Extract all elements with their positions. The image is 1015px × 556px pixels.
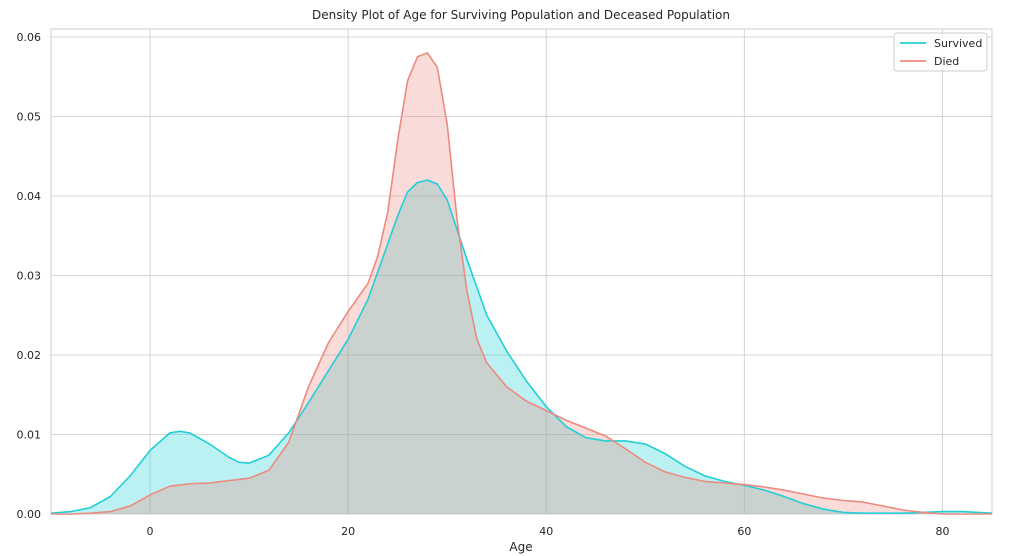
- legend-label-survived: Survived: [934, 37, 982, 50]
- x-tick-label: 60: [737, 525, 751, 538]
- x-tick-label: 40: [539, 525, 553, 538]
- x-axis-ticks: 0 20 40 60 80: [147, 525, 950, 538]
- y-tick-label: 0.06: [17, 31, 42, 44]
- line-survived: [50, 179, 993, 515]
- y-tick-label: 0.02: [17, 349, 42, 362]
- y-tick-label: 0.05: [17, 110, 42, 123]
- legend: Survived Died: [893, 32, 988, 72]
- chart-title: Density Plot of Age for Surviving Popula…: [312, 8, 730, 22]
- y-tick-label: 0.01: [17, 428, 42, 441]
- x-tick-label: 20: [341, 525, 355, 538]
- area-survived: [51, 180, 992, 514]
- y-tick-label: 0.00: [17, 508, 42, 521]
- legend-label-died: Died: [934, 55, 959, 68]
- y-tick-label: 0.03: [17, 269, 42, 282]
- area-died: [51, 52, 992, 515]
- y-axis-ticks: 0.00 0.01 0.02 0.03 0.04 0.05 0.06: [17, 31, 42, 521]
- x-tick-label: 0: [147, 525, 154, 538]
- x-tick-label: 80: [935, 525, 949, 538]
- grid-lines: [51, 29, 992, 515]
- density-areas: [50, 52, 993, 515]
- y-tick-label: 0.04: [17, 190, 42, 203]
- plot-area: [50, 28, 993, 515]
- line-died: [51, 52, 992, 515]
- x-axis-label: Age: [509, 540, 532, 554]
